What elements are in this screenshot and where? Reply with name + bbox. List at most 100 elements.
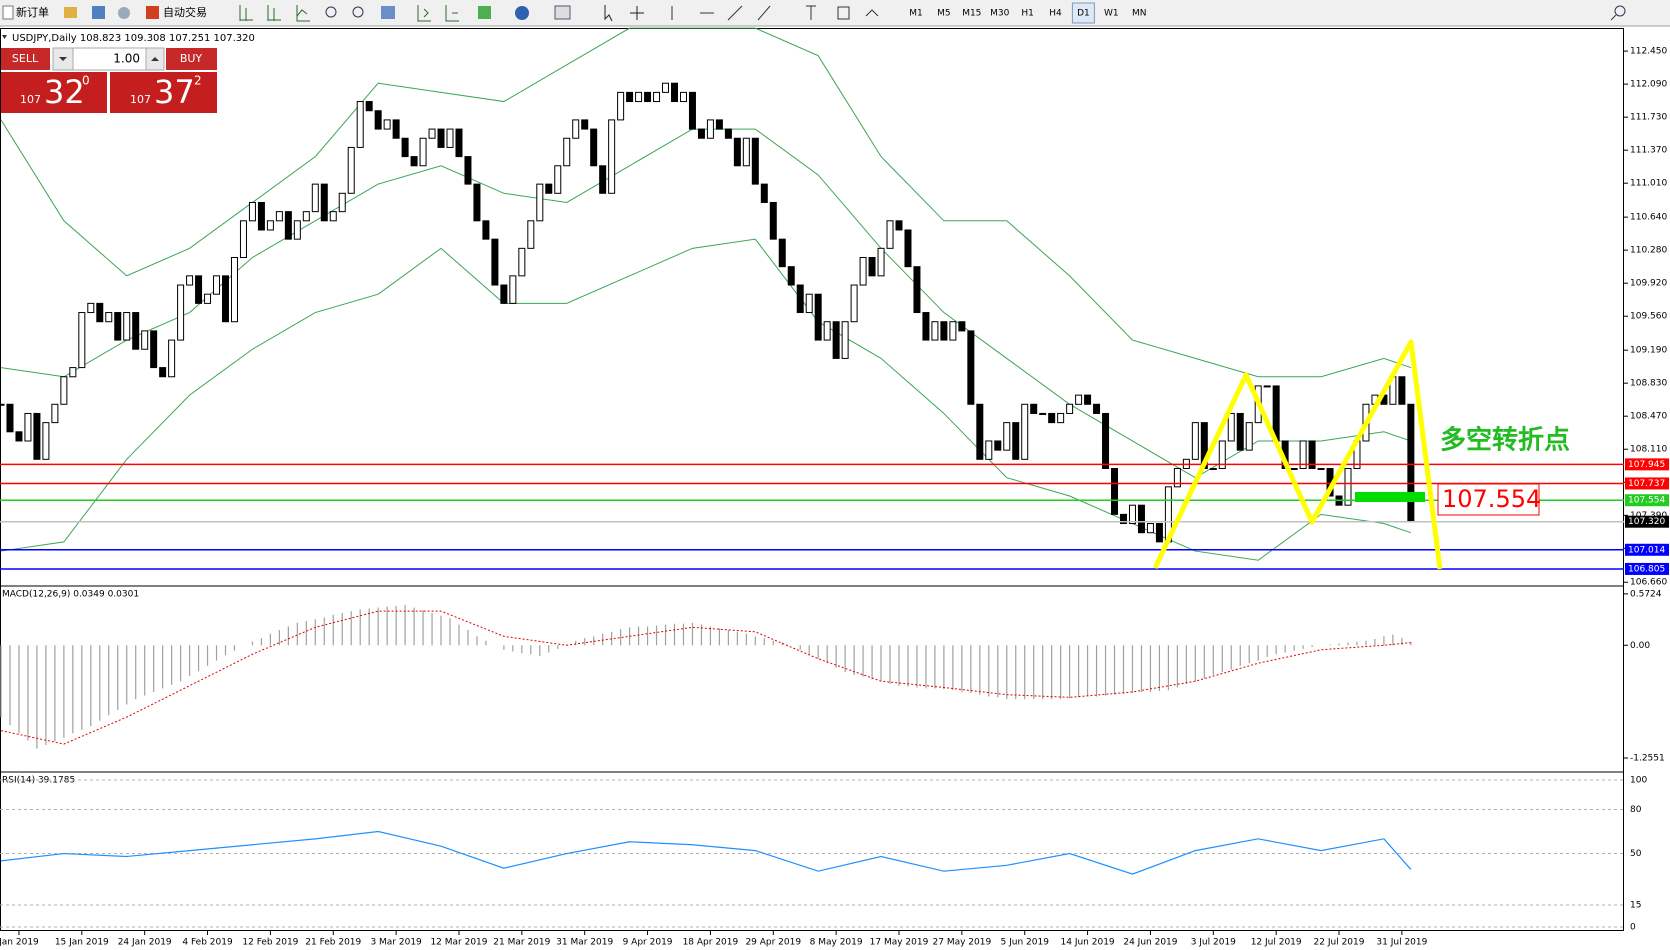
auto-trading[interactable]: 自动交易 — [163, 5, 207, 19]
price-level-box — [1625, 494, 1669, 507]
candle-body — [653, 91, 661, 103]
x-tick-label: 15 Jan 2019 — [55, 938, 109, 948]
timeframe-button[interactable]: MN — [1132, 9, 1147, 19]
candle-body — [24, 412, 32, 442]
candle-body — [500, 284, 508, 304]
candle-body — [186, 275, 194, 286]
chart-title: USDJPY,Daily 108.823 109.308 107.251 107… — [12, 33, 255, 44]
candle-body — [1146, 523, 1154, 534]
timeframe-button[interactable]: M15 — [962, 9, 981, 19]
candle-body — [1003, 422, 1011, 451]
icon[interactable] — [325, 6, 337, 18]
new-order[interactable]: 新订单 — [16, 5, 49, 19]
x-tick-label: 9 Apr 2019 — [623, 938, 673, 948]
icon[interactable] — [806, 5, 816, 20]
candle-body — [1191, 422, 1199, 460]
candle-body — [320, 183, 328, 222]
candle-body — [563, 137, 571, 167]
price-level-label: 106.805 — [1628, 564, 1665, 574]
candle-body — [985, 440, 993, 460]
candle-body — [132, 312, 140, 350]
x-tick-label: 21 Mar 2019 — [493, 938, 550, 948]
icon[interactable] — [239, 5, 253, 21]
y-tick-label: 109.190 — [1630, 346, 1667, 356]
candle-body — [1236, 412, 1244, 451]
candle-body — [239, 220, 247, 259]
bid-box[interactable] — [0, 72, 107, 113]
y-tick-label: 15 — [1630, 900, 1641, 910]
icon[interactable] — [92, 6, 105, 19]
buy-label[interactable]: BUY — [180, 52, 203, 65]
macd-label: MACD(12,26,9) 0.0349 0.0301 — [2, 590, 139, 600]
trade-panel: SELL 1.00 BUY 107 32 0 107 37 2 — [0, 47, 217, 113]
candle-body — [1012, 422, 1020, 460]
x-tick-label: 12 Jul 2019 — [1251, 938, 1302, 948]
candle-body — [769, 201, 777, 240]
candle-body — [0, 403, 5, 406]
candle-body — [114, 312, 122, 341]
sell-label[interactable]: SELL — [12, 52, 39, 65]
timeframe-button[interactable]: M30 — [990, 9, 1009, 19]
bid-main: 32 — [44, 73, 85, 111]
y-tick-label: 108.830 — [1630, 379, 1667, 389]
ask-box[interactable] — [110, 72, 217, 113]
icon[interactable] — [630, 6, 644, 20]
candle-body — [347, 146, 355, 194]
x-tick-label: 3 Mar 2019 — [370, 938, 422, 948]
buy-button[interactable] — [166, 48, 217, 70]
candle-body — [33, 412, 41, 460]
pane-borders — [0, 28, 1624, 931]
annotation-title: 多空转折点 — [1440, 425, 1570, 456]
candle-body — [15, 431, 23, 442]
timeframe-button[interactable]: W1 — [1104, 9, 1119, 19]
icon[interactable] — [837, 6, 850, 20]
candle-body — [545, 183, 553, 194]
y-tick-label: 0 — [1630, 923, 1636, 933]
icon[interactable] — [118, 7, 130, 19]
candle-body — [644, 91, 652, 103]
y-tick-label: 110.640 — [1630, 213, 1667, 223]
timeframe-button[interactable]: D1 — [1077, 9, 1090, 19]
candle-body — [473, 183, 481, 222]
y-tick-label: -1.2551 — [1630, 753, 1665, 763]
timeframe-button[interactable]: M5 — [937, 9, 951, 19]
candle-body — [617, 91, 625, 121]
icon[interactable] — [554, 5, 571, 20]
icon[interactable] — [445, 5, 459, 22]
icon[interactable] — [352, 6, 364, 18]
icon[interactable] — [296, 5, 310, 22]
icon[interactable] — [64, 7, 77, 18]
timeframe-button[interactable]: M1 — [909, 9, 923, 19]
icon[interactable] — [604, 5, 613, 22]
pattern-zigzag — [1152, 339, 1443, 570]
icon[interactable] — [478, 6, 491, 19]
icon[interactable] — [865, 9, 879, 17]
chart-frame — [0, 28, 1624, 931]
candle-body — [635, 91, 643, 103]
bid-big: 107 — [20, 93, 41, 106]
icon[interactable] — [381, 6, 395, 19]
icon[interactable] — [515, 6, 529, 20]
timeframe-button[interactable]: H1 — [1021, 9, 1034, 19]
icon[interactable] — [267, 5, 281, 21]
search-icon[interactable] — [1610, 14, 1617, 21]
candle-body — [904, 229, 912, 268]
lot-value[interactable]: 1.00 — [113, 52, 140, 66]
sell-button[interactable] — [0, 48, 50, 70]
candle-body — [949, 321, 957, 341]
candle-body — [1057, 412, 1065, 424]
candle-body — [383, 119, 391, 130]
candle-body — [275, 211, 283, 222]
timeframe-button[interactable]: H4 — [1049, 9, 1062, 19]
candle-body — [293, 220, 301, 240]
search-icon[interactable] — [1614, 5, 1626, 17]
candle-body — [967, 330, 975, 405]
candle-body — [150, 330, 158, 369]
candle-body — [1317, 467, 1325, 470]
icon[interactable] — [671, 5, 771, 21]
icon[interactable] — [417, 5, 431, 22]
icon[interactable] — [2, 5, 14, 20]
icon[interactable] — [146, 6, 159, 19]
